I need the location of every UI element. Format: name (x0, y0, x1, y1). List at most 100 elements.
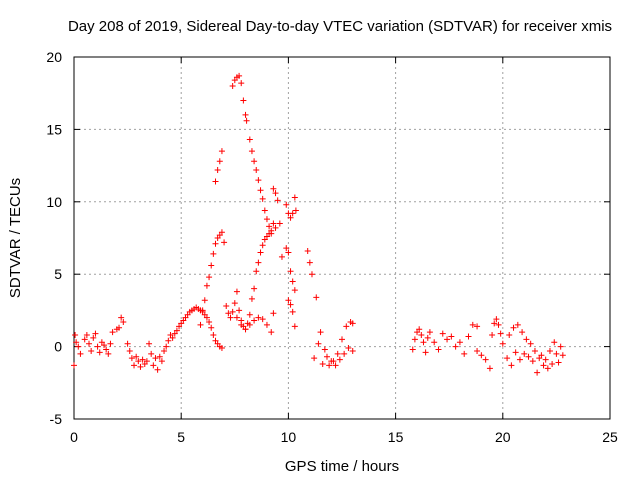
data-point-marker (240, 97, 247, 104)
x-tick-label: 10 (281, 429, 297, 445)
data-point-marker (336, 356, 343, 363)
data-points (71, 72, 566, 376)
data-point-marker (508, 362, 515, 369)
plot-frame (73, 56, 611, 420)
data-point-marker (549, 360, 556, 367)
data-point-marker (216, 158, 223, 165)
data-point-marker (321, 346, 328, 353)
data-point-marker (255, 314, 262, 321)
series-late-a (409, 321, 481, 357)
data-point-marker (349, 347, 356, 354)
data-point-marker (118, 314, 125, 321)
y-tick-label: 10 (46, 194, 62, 210)
data-point-marker (521, 350, 528, 357)
data-point-marker (126, 347, 133, 354)
data-point-marker (75, 343, 82, 350)
data-point-marker (489, 332, 496, 339)
data-point-marker (214, 166, 221, 173)
data-point-marker (283, 245, 290, 252)
data-point-marker (270, 220, 277, 227)
data-point-marker (287, 301, 294, 308)
data-point-marker (165, 337, 172, 344)
data-point-marker (208, 262, 215, 269)
series-ten-hour-b (283, 194, 299, 221)
data-point-marker (227, 314, 234, 321)
data-point-marker (486, 365, 493, 372)
data-point-marker (218, 229, 225, 236)
data-point-marker (482, 356, 489, 363)
data-point-marker (169, 334, 176, 341)
data-point-marker (416, 326, 423, 333)
data-point-marker (426, 329, 433, 336)
data-point-marker (287, 214, 294, 221)
data-point-marker (536, 355, 543, 362)
data-point-marker (270, 310, 277, 317)
data-point-marker (448, 333, 455, 340)
data-point-marker (469, 321, 476, 328)
data-point-marker (201, 297, 208, 304)
data-point-marker (246, 321, 253, 328)
data-point-marker (124, 340, 131, 347)
data-point-marker (139, 356, 146, 363)
y-tick-label: 20 (46, 49, 62, 65)
y-tick-label: -5 (50, 411, 63, 427)
data-point-marker (158, 358, 165, 365)
axis-ticks: 0 5 10 15 20 25 -5 0 5 10 15 20 (46, 49, 618, 445)
series-eleven-low (311, 340, 356, 369)
data-point-marker (92, 330, 99, 337)
x-tick-label: 25 (602, 429, 618, 445)
data-point-marker (512, 349, 519, 356)
data-point-marker (540, 362, 547, 369)
data-point-marker (120, 318, 127, 325)
x-axis-label: GPS time / hours (285, 458, 399, 475)
data-point-marker (263, 321, 270, 328)
y-tick-label: 15 (46, 121, 62, 137)
data-point-marker (212, 240, 219, 247)
data-point-marker (236, 307, 243, 314)
data-point-marker (315, 340, 322, 347)
data-point-marker (506, 332, 513, 339)
data-point-marker (251, 285, 258, 292)
data-point-marker (251, 317, 258, 324)
data-point-marker (456, 339, 463, 346)
data-point-marker (259, 242, 266, 249)
y-axis-label: SDTVAR / TECUs (7, 178, 24, 298)
data-point-marker (206, 274, 213, 281)
data-point-marker (418, 332, 425, 339)
data-point-marker (557, 343, 564, 350)
data-point-marker (210, 250, 217, 257)
data-point-marker (257, 187, 264, 194)
data-point-marker (319, 360, 326, 367)
data-point-marker (146, 340, 153, 347)
data-point-marker (128, 355, 135, 362)
data-point-marker (435, 346, 442, 353)
data-point-marker (101, 342, 108, 349)
data-point-marker (349, 320, 356, 327)
data-point-marker (461, 350, 468, 357)
data-point-marker (259, 195, 266, 202)
data-point-marker (221, 239, 228, 246)
data-point-marker (261, 207, 268, 214)
data-point-marker (248, 148, 255, 155)
data-point-marker (328, 358, 335, 365)
data-point-marker (206, 318, 213, 325)
series-arc-b (212, 148, 225, 185)
data-point-marker (431, 339, 438, 346)
y-tick-label: 0 (54, 339, 62, 355)
data-point-marker (255, 259, 262, 266)
data-point-marker (474, 323, 481, 330)
x-tick-label: 15 (388, 429, 404, 445)
series-rise-arc (169, 304, 225, 352)
series-late-b (474, 316, 566, 376)
data-point-marker (499, 340, 506, 347)
data-point-marker (292, 207, 299, 214)
data-point-marker (276, 220, 283, 227)
data-point-marker (323, 353, 330, 360)
data-point-marker (311, 355, 318, 362)
data-point-marker (107, 340, 114, 347)
data-point-marker (289, 308, 296, 315)
data-point-marker (210, 332, 217, 339)
x-tick-label: 0 (70, 429, 78, 445)
x-tick-label: 5 (177, 429, 185, 445)
data-point-marker (266, 223, 273, 230)
